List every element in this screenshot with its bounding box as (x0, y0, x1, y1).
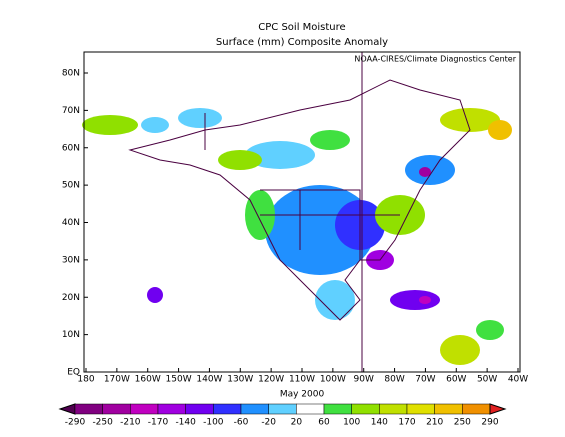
colorbar-box (268, 403, 297, 415)
lat-tick-label: 20N (62, 293, 80, 303)
lon-tick-label: 150W (166, 375, 192, 385)
lon-tick-label: 100W (320, 375, 346, 385)
colorbar-box (351, 403, 380, 415)
coastlines (128, 79, 471, 321)
lat-tick-label: 10N (62, 330, 80, 340)
colorbar-box (185, 403, 214, 415)
colorbar-label: -290 (65, 418, 86, 428)
lat-tick-label: 60N (62, 143, 80, 153)
colorbar-label: -210 (120, 418, 141, 428)
colorbar-box (406, 403, 435, 415)
colorbar-label: -250 (92, 418, 113, 428)
lon-tick-label: 70W (415, 375, 435, 385)
title: CPC Soil Moisture (258, 22, 345, 33)
lon-tick-label: 160W (135, 375, 161, 385)
lon-tick-label: 170W (104, 375, 130, 385)
lat-tick-label: 30N (62, 255, 80, 265)
lon-tick-label: 110W (289, 375, 315, 385)
colorbar-box (102, 403, 131, 415)
lat-tick-label: 50N (62, 181, 80, 191)
colorbar-label: 210 (426, 418, 443, 428)
colorbar-label: -140 (175, 418, 196, 428)
colorbar-box (74, 403, 103, 415)
colorbar-box (296, 403, 325, 415)
lon-tick-label: 40W (508, 375, 528, 385)
lon-tick-label: 130W (227, 375, 253, 385)
colorbar-label: 20 (291, 418, 303, 428)
colorbar-label: -170 (148, 418, 169, 428)
colorbar-box (130, 403, 159, 415)
lon-tick-label: 80W (384, 375, 404, 385)
colorbar-label: -20 (261, 418, 276, 428)
colorbar-label: -60 (234, 418, 249, 428)
lon-tick-label: 90W (354, 375, 374, 385)
colorbar-label: 250 (454, 418, 471, 428)
colorbar-box (379, 403, 408, 415)
colorbar-label: 290 (481, 418, 498, 428)
colorbar-box (434, 403, 463, 415)
colorbar-box (462, 403, 491, 415)
lon-tick-label: 140W (196, 375, 222, 385)
subtitle: Surface (mm) Composite Anomaly (216, 37, 388, 48)
lon-tick-label: 180 (77, 375, 94, 385)
colorbar: -290 -250 -210 -170 -140 -100 -60 -20 20 60 100 140… (58, 403, 507, 428)
lon-tick-label: 60W (446, 375, 466, 385)
lon-tick-label: 120W (258, 375, 284, 385)
lat-tick-label: 70N (62, 106, 80, 116)
colorbar-label: 100 (343, 418, 360, 428)
lat-tick-label: 80N (62, 69, 80, 79)
lat-tick-label: 40N (62, 218, 80, 228)
colorbar-label: 140 (371, 418, 388, 428)
colorbar-arrow (58, 403, 76, 415)
colorbar-label: -100 (203, 418, 224, 428)
lat-tick-label: EQ (67, 368, 80, 378)
colorbar-label: 170 (398, 418, 415, 428)
colorbar-box (323, 403, 352, 415)
colorbar-box (213, 403, 242, 415)
date-label: May 2000 (280, 390, 325, 400)
lon-tick-label: 50W (477, 375, 497, 385)
anomaly-shading (82, 108, 512, 365)
colorbar-label: 60 (318, 418, 330, 428)
colorbar-arrow (489, 403, 507, 415)
colorbar-box (157, 403, 186, 415)
credit: NOAA-CIRES/Climate Diagnostics Center (354, 55, 516, 64)
colorbar-box (240, 403, 269, 415)
